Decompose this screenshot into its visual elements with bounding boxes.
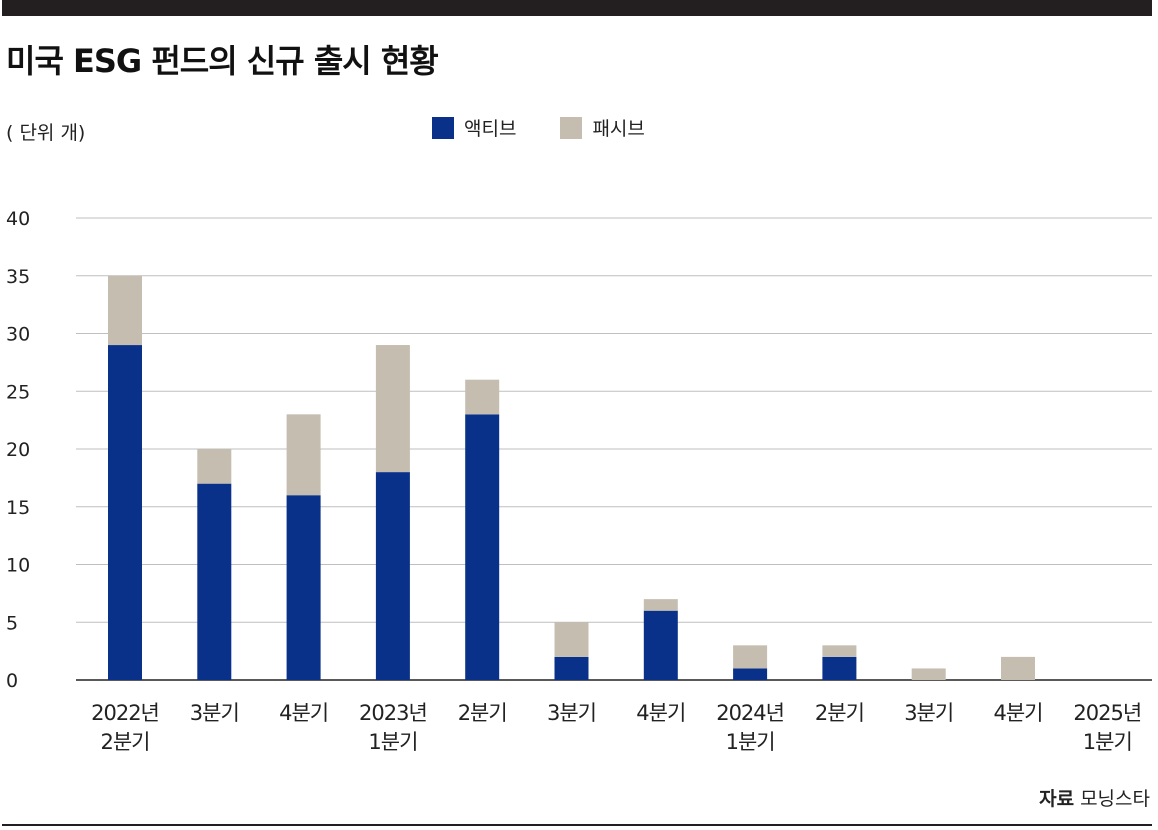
x-tick-label: 2분기 xyxy=(458,701,507,725)
source-note: 자료 모닝스타 xyxy=(1039,784,1150,811)
y-tick-label: 0 xyxy=(6,670,18,692)
x-tick-label: 3분기 xyxy=(547,701,596,725)
bar-passive xyxy=(197,449,232,484)
bar-active xyxy=(286,495,321,680)
bar-passive xyxy=(286,414,321,496)
x-tick-label: 2분기 xyxy=(815,701,864,725)
x-tick-label: 1분기 xyxy=(726,730,775,754)
x-tick-label: 1분기 xyxy=(1083,730,1132,754)
bar-passive xyxy=(643,599,678,611)
x-tick-label: 4분기 xyxy=(636,701,685,725)
bar-passive xyxy=(822,645,857,657)
bar-passive xyxy=(465,379,500,415)
bar-active xyxy=(554,656,589,680)
bar-passive xyxy=(911,668,946,680)
legend-label-passive: 패시브 xyxy=(592,118,645,140)
bar-active xyxy=(465,414,500,680)
x-tick-label: 2023년 xyxy=(359,701,427,725)
bar-active xyxy=(197,483,232,680)
bar-active xyxy=(733,668,768,680)
legend-label-active: 액티브 xyxy=(464,118,517,140)
y-tick-label: 35 xyxy=(6,266,30,288)
bar-active xyxy=(643,610,678,680)
bar-passive xyxy=(375,345,410,473)
bar-passive xyxy=(108,275,142,346)
bar-active xyxy=(108,345,142,680)
bar-passive xyxy=(554,622,589,657)
bar-active xyxy=(822,656,857,680)
y-tick-label: 10 xyxy=(6,555,30,577)
x-tick-label: 4분기 xyxy=(993,701,1042,725)
x-tick-label: 4분기 xyxy=(279,701,328,725)
y-tick-label: 40 xyxy=(6,208,30,230)
x-tick-label: 2024년 xyxy=(716,701,784,725)
legend-item-active: 액티브 xyxy=(432,114,516,141)
bar-passive xyxy=(1001,656,1035,680)
x-tick-label: 3분기 xyxy=(904,701,953,725)
x-tick-label: 1분기 xyxy=(368,730,417,754)
legend: 액티브 패시브 xyxy=(432,114,689,141)
y-tick-label: 30 xyxy=(6,324,30,346)
y-tick-label: 25 xyxy=(6,381,30,403)
y-tick-label: 5 xyxy=(6,612,18,634)
legend-item-passive: 패시브 xyxy=(560,114,645,141)
top-rule xyxy=(2,0,1152,16)
legend-swatch-passive xyxy=(560,116,583,139)
bottom-rule xyxy=(2,824,1152,826)
x-tick-label: 2022년 xyxy=(91,701,159,725)
y-tick-label: 20 xyxy=(6,439,30,461)
y-tick-label: 15 xyxy=(6,497,30,519)
bar-active xyxy=(375,472,410,680)
x-tick-label: 3분기 xyxy=(190,701,239,725)
source-value: 모닝스타 xyxy=(1080,788,1150,810)
source-label: 자료 xyxy=(1039,788,1075,810)
legend-swatch-active xyxy=(432,116,454,139)
unit-label: ( 단위 개) xyxy=(6,122,86,144)
bar-passive xyxy=(733,645,768,669)
chart-title: 미국 ESG 펀드의 신규 출시 현황 xyxy=(6,42,439,80)
x-tick-label: 2분기 xyxy=(100,730,149,754)
x-tick-label: 2025년 xyxy=(1073,701,1141,725)
